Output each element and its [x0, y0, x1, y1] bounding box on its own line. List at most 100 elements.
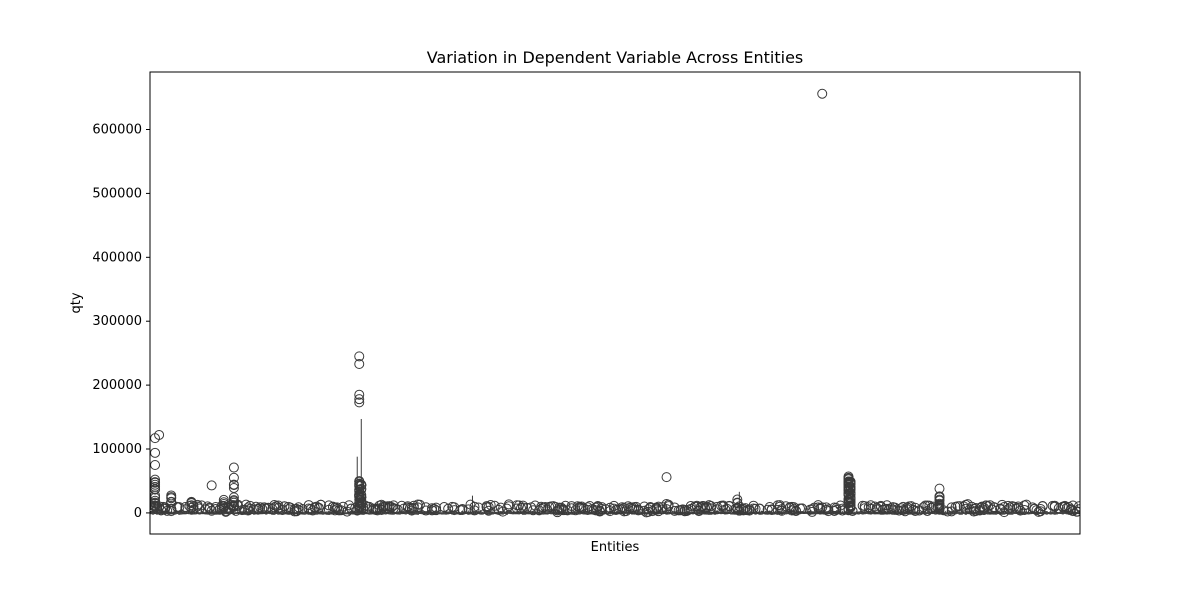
notable-outlier-point	[354, 394, 365, 405]
outlier-point	[346, 503, 357, 514]
outlier-point	[669, 505, 680, 516]
outlier-point	[540, 502, 551, 513]
entity-box	[853, 512, 856, 515]
outlier-point	[748, 500, 759, 511]
entity-box	[481, 512, 484, 515]
entity-box	[802, 512, 806, 515]
notable-outlier-point	[206, 480, 217, 491]
entity-box	[509, 511, 512, 515]
outlier-point	[1035, 503, 1046, 514]
entity-box	[418, 511, 422, 515]
entity-box	[918, 512, 921, 514]
outlier-point	[754, 503, 765, 514]
entity-box	[491, 511, 494, 515]
notable-outlier-point	[150, 433, 161, 444]
entity-box	[924, 511, 927, 515]
outlier-point	[228, 497, 239, 508]
outlier-point	[845, 496, 856, 507]
entity-box	[760, 511, 763, 515]
notable-outlier-point	[354, 389, 365, 400]
outlier-point	[1073, 501, 1080, 512]
outlier-point	[473, 502, 484, 513]
entity-box	[441, 512, 444, 515]
outlier-point	[166, 496, 177, 507]
entity-box	[273, 512, 276, 515]
notable-outlier-point	[934, 483, 945, 494]
outlier-point	[414, 499, 425, 510]
outlier-point	[483, 505, 494, 516]
entity-box	[511, 511, 515, 515]
outlier-point	[293, 504, 304, 515]
outlier-point	[218, 500, 229, 511]
entity-box	[479, 511, 482, 515]
notable-outlier-point	[354, 397, 365, 408]
outlier-point	[485, 499, 496, 510]
entity-box	[1009, 512, 1012, 515]
outlier-point	[386, 502, 397, 513]
entity-box	[950, 512, 953, 515]
outlier-point	[503, 499, 514, 510]
outlier-point	[150, 495, 161, 506]
outlier-point	[732, 504, 743, 515]
outlier-point	[186, 502, 197, 513]
outlier-point	[420, 502, 431, 513]
outlier-point	[924, 500, 935, 511]
outlier-point	[378, 502, 389, 513]
entity-box	[281, 510, 284, 515]
outlier-point	[594, 506, 605, 517]
outlier-point	[291, 503, 302, 514]
outlier-point	[429, 503, 440, 514]
entity-box	[1059, 511, 1062, 514]
entity-boxes	[150, 88, 1080, 518]
outlier-point	[228, 492, 239, 503]
entity-box	[439, 512, 442, 515]
entity-box	[507, 511, 510, 514]
outlier-point	[845, 488, 856, 499]
outlier-point	[704, 500, 715, 511]
outlier-point	[934, 494, 945, 505]
outlier-point	[186, 497, 197, 508]
outlier-point	[1073, 504, 1080, 515]
entity-box	[855, 511, 858, 515]
outlier-point	[243, 505, 254, 516]
outlier-point	[469, 501, 480, 512]
outlier-point	[251, 501, 262, 512]
outlier-point	[954, 501, 965, 512]
notable-outlier-point	[843, 471, 854, 482]
entity-box	[671, 512, 674, 514]
outlier-point	[323, 500, 334, 511]
entity-box	[1043, 512, 1046, 515]
outlier-point	[166, 493, 177, 504]
outlier-point	[902, 502, 913, 513]
outlier-point	[518, 502, 529, 513]
outlier-point	[1049, 501, 1060, 512]
entity-box	[210, 512, 213, 515]
entity-box	[1003, 512, 1006, 515]
entity-box	[501, 512, 504, 515]
entity-box	[404, 511, 407, 515]
outlier-point	[255, 502, 266, 513]
entity-box	[319, 511, 322, 515]
y-tick-label: 100000	[92, 442, 142, 457]
entity-box	[574, 511, 577, 515]
entity-box	[477, 512, 480, 515]
entity-box	[730, 512, 733, 515]
outlier-point	[1071, 506, 1080, 517]
entity-box	[321, 511, 324, 515]
entity-box	[346, 512, 349, 515]
outlier-point	[315, 499, 326, 510]
outlier-point	[228, 495, 239, 506]
entity-box	[194, 511, 197, 515]
outlier-point	[560, 500, 571, 511]
y-axis: 0 100000 200000 300000 400000 500000 600000	[92, 123, 150, 521]
notable-outlier-point	[150, 447, 161, 458]
entity-box	[487, 511, 490, 515]
outlier-point	[908, 504, 919, 515]
outlier-point	[663, 499, 674, 510]
outlier-point	[354, 478, 365, 489]
entity-box	[728, 511, 731, 514]
outlier-point	[928, 501, 939, 512]
entity-box	[926, 512, 929, 515]
entity-box	[550, 511, 553, 515]
outlier-point	[457, 505, 468, 516]
